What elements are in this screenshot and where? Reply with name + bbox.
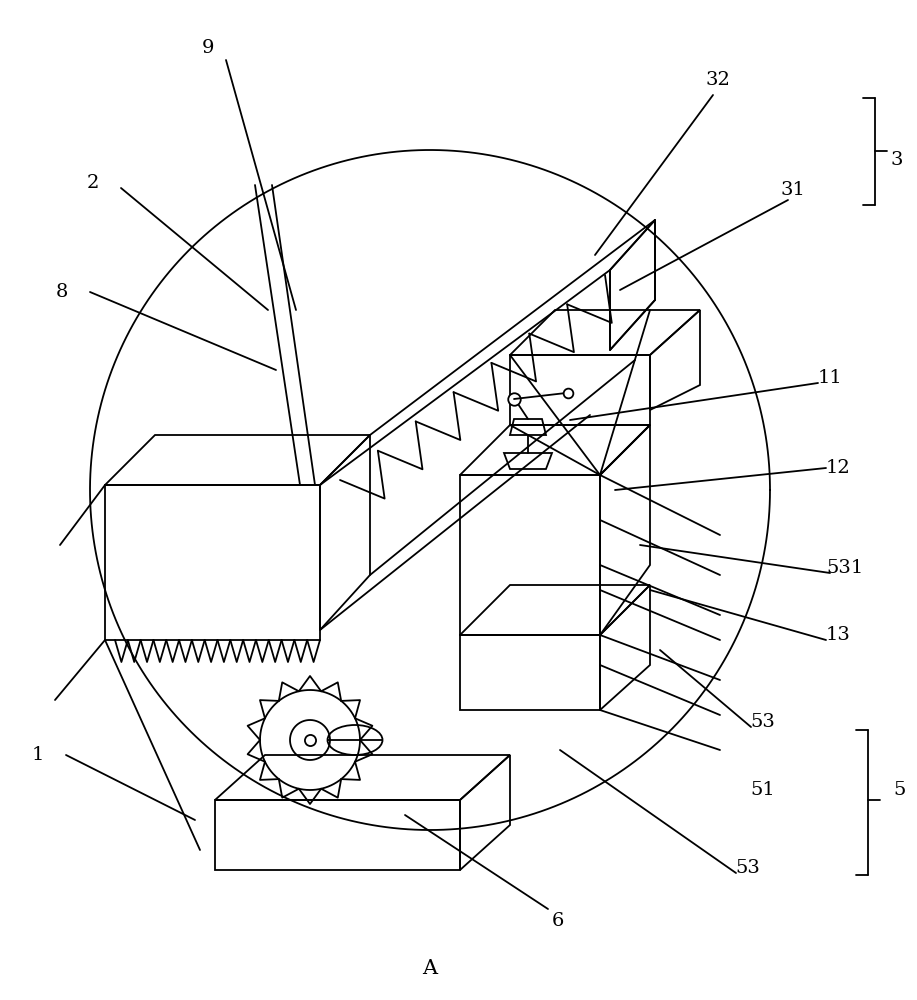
Text: 12: 12 bbox=[825, 459, 850, 477]
Text: 13: 13 bbox=[825, 626, 850, 644]
Text: 31: 31 bbox=[780, 181, 805, 199]
Text: 3: 3 bbox=[890, 151, 903, 169]
Ellipse shape bbox=[327, 725, 382, 755]
Text: 51: 51 bbox=[751, 781, 776, 799]
Text: A: A bbox=[423, 958, 437, 978]
Text: 6: 6 bbox=[552, 912, 564, 930]
Text: 53: 53 bbox=[750, 713, 776, 731]
Text: 5: 5 bbox=[894, 781, 906, 799]
Text: 1: 1 bbox=[32, 746, 44, 764]
Text: 531: 531 bbox=[826, 559, 864, 577]
Text: 53: 53 bbox=[735, 859, 760, 877]
Text: 11: 11 bbox=[818, 369, 843, 387]
Text: 9: 9 bbox=[202, 39, 215, 57]
Text: 2: 2 bbox=[87, 174, 99, 192]
Text: 8: 8 bbox=[56, 283, 68, 301]
Text: 32: 32 bbox=[705, 71, 731, 89]
